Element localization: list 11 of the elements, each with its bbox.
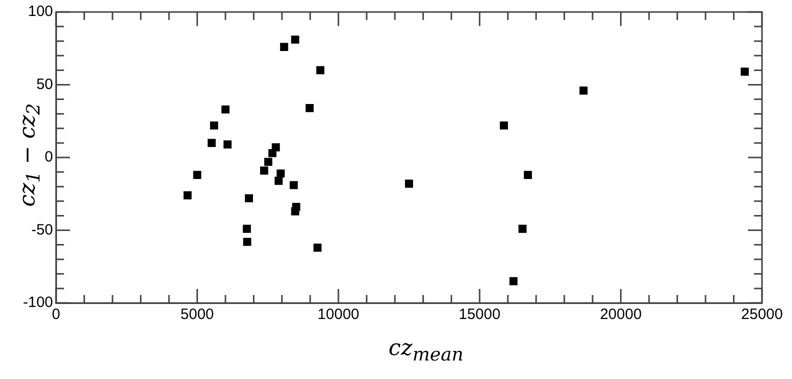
y-tick-label: 100 [28, 3, 54, 20]
y-tick-label: -100 [22, 294, 54, 312]
x-axis-title: cz$_{mean}$ [388, 336, 464, 366]
x-tick-label: 5000 [180, 306, 214, 324]
x-tick-label: 10000 [318, 306, 360, 324]
y-tick-label: -50 [31, 221, 54, 238]
y-tick-label: 50 [36, 76, 54, 93]
y-tick-label: 0 [44, 148, 54, 166]
x-tick-label: 20000 [600, 306, 642, 324]
x-tick-label: 15000 [458, 306, 500, 324]
x-tick-label: 25000 [741, 306, 783, 324]
